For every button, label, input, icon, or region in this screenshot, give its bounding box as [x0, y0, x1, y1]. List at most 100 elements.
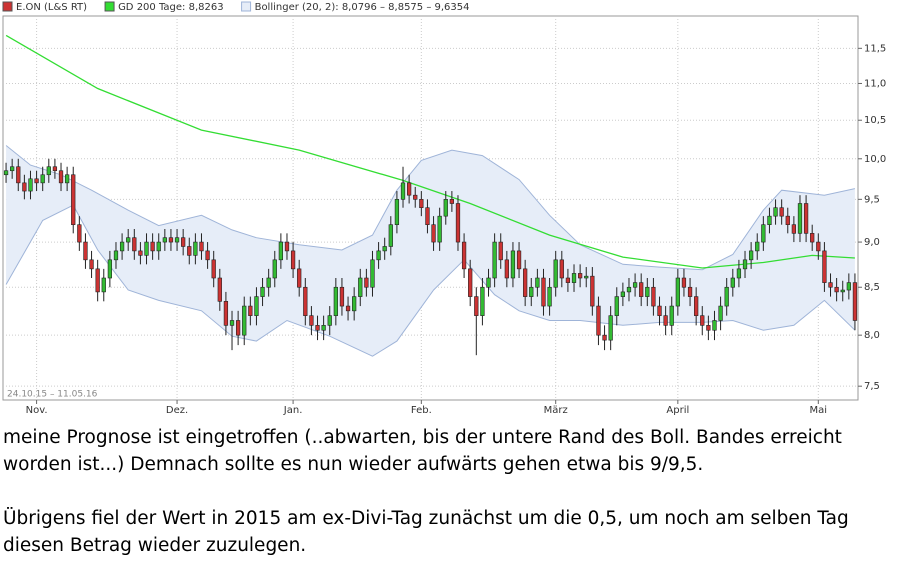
- candle-body: [406, 182, 412, 196]
- y-tick-label: 8,0: [864, 330, 880, 341]
- candle-body: [352, 296, 357, 312]
- candle-body: [34, 178, 39, 184]
- candle-body: [229, 320, 235, 326]
- x-tick-label: Feb.: [411, 405, 432, 416]
- candle-body: [150, 241, 155, 252]
- candle-body: [181, 237, 186, 247]
- candle-body: [620, 291, 626, 297]
- candle-body: [736, 268, 742, 279]
- candle-body: [675, 277, 680, 307]
- candle-body: [565, 277, 571, 283]
- date-range: 24.10.15 – 11.05.16: [7, 390, 98, 400]
- legend-swatch: [2, 1, 13, 12]
- candle-body: [712, 320, 717, 331]
- y-tick-label: 9,5: [864, 194, 880, 205]
- candle-body: [321, 325, 326, 331]
- candle-body: [144, 241, 149, 256]
- candle-body: [541, 277, 546, 307]
- candle-body: [779, 207, 784, 217]
- y-tick-label: 11,0: [864, 78, 886, 89]
- candle-body: [651, 286, 656, 307]
- x-tick-label: April: [666, 405, 689, 416]
- candle-body: [614, 296, 619, 316]
- post-text: meine Prognose ist eingetroffen (..abwar…: [3, 424, 897, 586]
- candle-body: [608, 315, 613, 341]
- candle-body: [718, 305, 723, 321]
- candle-body: [669, 305, 674, 326]
- candle-body: [370, 259, 375, 288]
- candle-body: [700, 315, 705, 326]
- y-tick-label: 11,5: [864, 43, 886, 54]
- paragraph: meine Prognose ist eingetroffen (..abwar…: [3, 427, 842, 475]
- candle-body: [83, 241, 88, 261]
- candle-body: [840, 289, 845, 293]
- candle-body: [3, 170, 9, 176]
- candle-body: [730, 277, 735, 288]
- candle-body: [742, 259, 748, 270]
- candle-body: [553, 259, 558, 288]
- chart: E.ON (L&S RT) GD 200 Tage: 8,8263 Bollinge…: [2, 1, 886, 416]
- candle-body: [767, 215, 772, 225]
- candle-body: [413, 194, 418, 200]
- candle-body: [358, 277, 363, 297]
- x-tick-label: Dez.: [166, 405, 188, 416]
- candle-body: [834, 286, 839, 293]
- candle-body: [748, 250, 754, 261]
- candle-body: [852, 282, 858, 321]
- candle-body: [474, 296, 479, 316]
- legend-label: Bollinger (20, 2): 8,0796 – 8,8575 – 9,6…: [255, 2, 470, 13]
- candle-body: [46, 166, 51, 176]
- candle-body: [516, 250, 522, 270]
- candle-body: [199, 241, 204, 252]
- candle-body: [242, 305, 247, 336]
- candle-body: [315, 325, 320, 331]
- candle-body: [803, 203, 809, 234]
- candle-body: [681, 277, 687, 288]
- legend-label: E.ON (L&S RT): [16, 2, 87, 13]
- candle-body: [437, 215, 442, 243]
- candle-body: [327, 315, 332, 326]
- candle-body: [400, 182, 406, 200]
- candle-body: [71, 174, 76, 225]
- candle-body: [394, 199, 400, 225]
- candle-body: [303, 286, 308, 316]
- candle-body: [58, 170, 64, 184]
- candle-body: [584, 275, 589, 279]
- candle-body: [278, 241, 284, 261]
- y-tick-label: 8,5: [864, 282, 880, 293]
- candle-body: [248, 305, 253, 316]
- candle-body: [223, 301, 229, 326]
- candle-body: [547, 286, 552, 307]
- candle-body: [174, 237, 180, 243]
- paragraph: Übrigens fiel der Wert in 2015 am ex-Div…: [3, 508, 849, 556]
- candle-body: [138, 250, 143, 256]
- candle-body: [187, 246, 192, 256]
- candle-body: [22, 182, 27, 192]
- candle-body: [425, 207, 430, 225]
- candle-body: [297, 268, 302, 288]
- candle-body: [810, 233, 815, 243]
- candle-body: [28, 178, 33, 192]
- candle-body: [535, 277, 540, 288]
- legend-label: GD 200 Tage: 8,8263: [118, 2, 224, 13]
- line: [5, 34, 855, 269]
- candle-body: [663, 315, 668, 326]
- candle-body: [431, 224, 436, 243]
- y-tick-label: 10,0: [864, 154, 886, 165]
- candle-body: [822, 250, 827, 283]
- candle-body: [101, 277, 106, 293]
- candle-body: [168, 237, 174, 243]
- candle-body: [706, 325, 711, 331]
- candle-body: [284, 241, 290, 252]
- candle-body: [52, 166, 58, 172]
- candle-body: [657, 305, 662, 316]
- candle-body: [376, 250, 381, 261]
- candle-body: [217, 277, 222, 302]
- band-lower: [5, 204, 856, 357]
- candle-body: [480, 286, 485, 316]
- candle-body: [694, 296, 699, 316]
- x-tick-label: Jan.: [283, 405, 303, 416]
- candle-body: [498, 241, 503, 261]
- candle-body: [345, 305, 351, 312]
- candle-body: [382, 246, 387, 252]
